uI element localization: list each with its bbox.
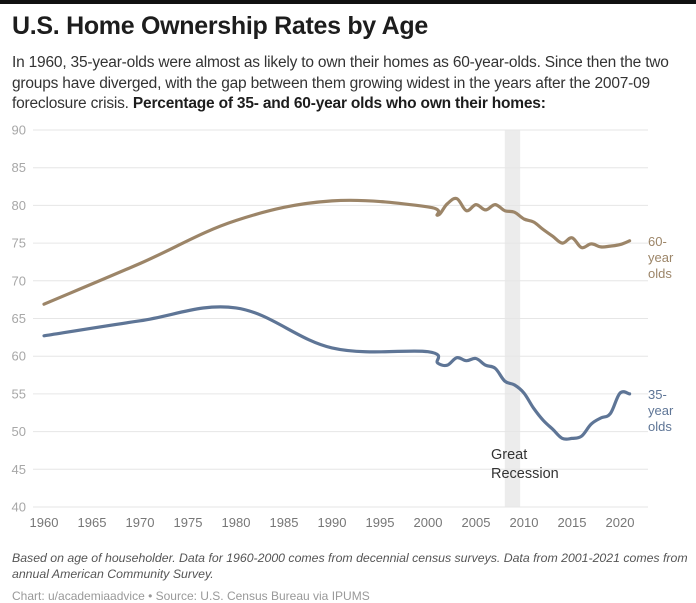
annotations: Great Recession <box>491 447 559 482</box>
y-tick-label: 60 <box>12 349 26 364</box>
y-axis-ticks: 90 85 80 75 70 65 60 55 50 45 40 <box>12 123 26 515</box>
chart-title: U.S. Home Ownership Rates by Age <box>12 12 428 41</box>
y-tick-label: 50 <box>12 424 26 439</box>
x-tick-label: 1990 <box>318 515 347 530</box>
x-tick-label: 2000 <box>414 515 443 530</box>
x-tick-label: 2005 <box>462 515 491 530</box>
x-tick-label: 1980 <box>222 515 251 530</box>
x-tick-label: 1995 <box>366 515 395 530</box>
x-tick-label: 1985 <box>270 515 299 530</box>
series-label-60-year: olds <box>648 266 672 281</box>
y-tick-label: 70 <box>12 273 26 288</box>
series-label-35-year: olds <box>648 419 672 434</box>
series-label-35-year: year <box>648 403 674 418</box>
y-tick-label: 85 <box>12 160 26 175</box>
x-tick-label: 1960 <box>30 515 59 530</box>
y-tick-label: 40 <box>12 500 26 515</box>
y-tick-label: 75 <box>12 236 26 251</box>
x-tick-label: 2010 <box>510 515 539 530</box>
x-tick-label: 1970 <box>126 515 155 530</box>
y-tick-label: 65 <box>12 311 26 326</box>
recession-annotation: Recession <box>491 466 559 482</box>
chart-notes: Based on age of householder. Data for 19… <box>12 551 692 582</box>
y-tick-label: 80 <box>12 198 26 213</box>
y-tick-label: 55 <box>12 386 26 401</box>
chart-credit: Chart: u/academiaadvice • Source: U.S. C… <box>12 589 370 603</box>
recession-annotation: Great <box>491 447 527 463</box>
chart-subtitle: In 1960, 35-year-olds were almost as lik… <box>12 53 692 115</box>
x-tick-label: 1975 <box>174 515 203 530</box>
series-label-35-year: 35- <box>648 387 667 402</box>
y-tick-label: 90 <box>12 123 26 138</box>
x-axis-ticks: 1960 1965 1970 1975 1980 1985 1990 1995 2000 2005… <box>30 515 635 530</box>
series-line-60-year <box>44 198 630 304</box>
x-tick-label: 2020 <box>606 515 635 530</box>
gridlines <box>33 130 648 507</box>
y-tick-label: 45 <box>12 462 26 477</box>
series-line-35-year <box>44 307 630 439</box>
x-tick-label: 2015 <box>558 515 587 530</box>
series-label-60-year: 60- <box>648 234 667 249</box>
series-label-60-year: year <box>648 250 674 265</box>
x-tick-label: 1965 <box>78 515 107 530</box>
top-border <box>0 0 696 4</box>
subtitle-bold-text: Percentage of 35- and 60-year olds who o… <box>133 95 546 112</box>
